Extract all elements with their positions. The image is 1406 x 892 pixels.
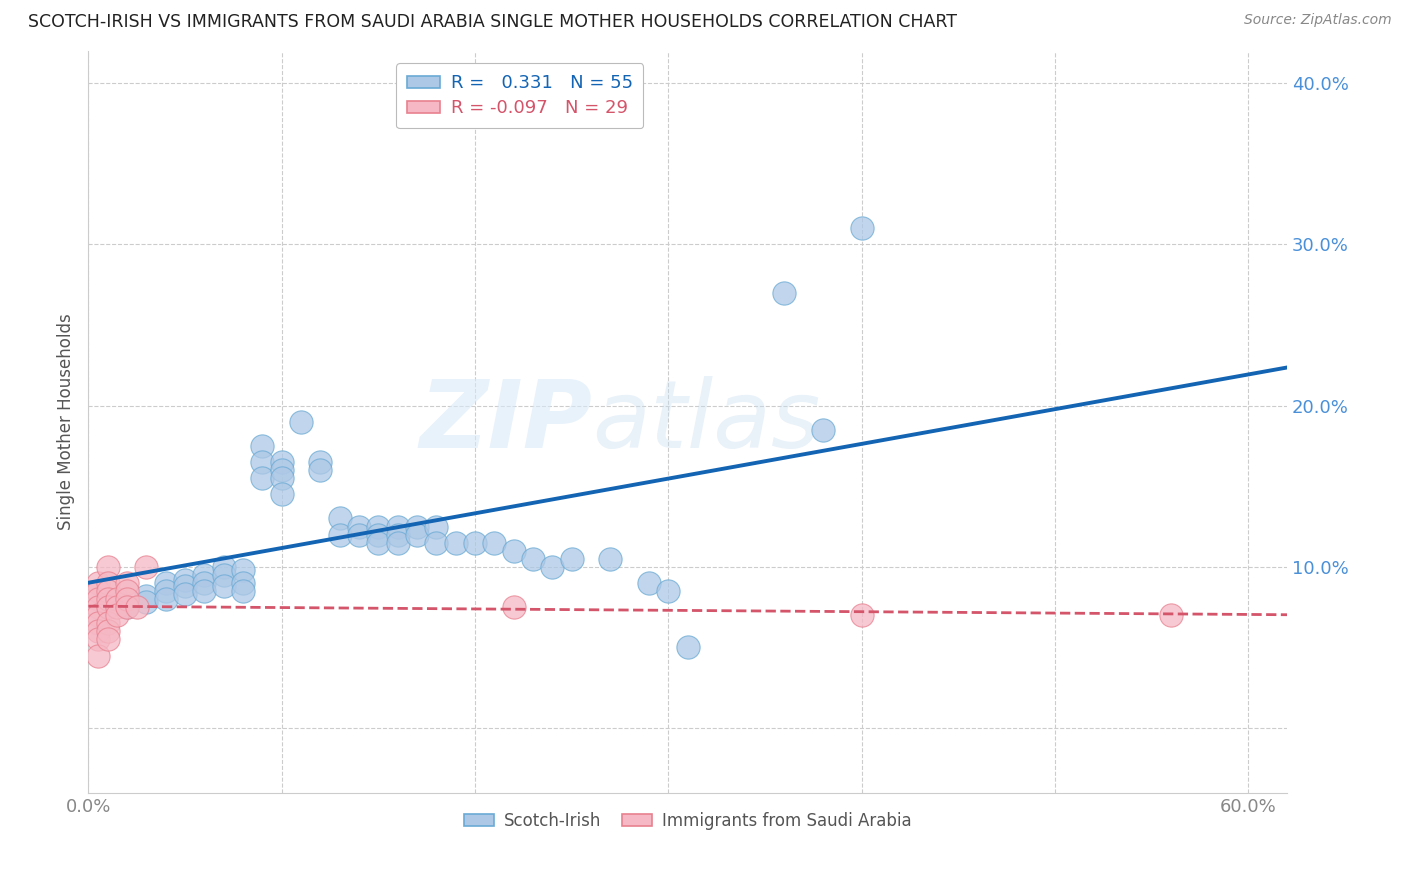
Point [125, 600, 148, 615]
Point [367, 535, 389, 549]
Point [212, 568, 235, 582]
Point [115, 600, 138, 615]
Point [232, 584, 254, 599]
Point [502, 600, 524, 615]
Point [502, 543, 524, 558]
Point [851, 221, 873, 235]
Point [115, 600, 138, 615]
Point [155, 592, 177, 607]
Point [97, 600, 120, 615]
Point [347, 519, 370, 533]
Point [97, 584, 120, 599]
Point [638, 576, 661, 591]
Point [87, 608, 110, 623]
Point [425, 535, 447, 549]
Point [87, 584, 110, 599]
Point [367, 527, 389, 541]
Point [387, 527, 409, 541]
Point [105, 600, 128, 615]
Point [232, 563, 254, 577]
Point [212, 559, 235, 574]
Point [232, 576, 254, 591]
Point [252, 439, 274, 453]
Point [309, 463, 332, 477]
Text: atlas: atlas [592, 376, 820, 467]
Point [425, 519, 447, 533]
Point [541, 559, 564, 574]
Point [387, 519, 409, 533]
Point [406, 527, 429, 541]
Point [105, 608, 128, 623]
Point [87, 616, 110, 631]
Point [851, 608, 873, 623]
Point [115, 592, 138, 607]
Point [270, 463, 292, 477]
Point [174, 587, 197, 601]
Point [522, 551, 544, 566]
Point [97, 624, 120, 639]
Point [135, 589, 157, 603]
Point [811, 423, 834, 437]
Point [347, 527, 370, 541]
Point [87, 576, 110, 591]
Point [97, 632, 120, 647]
Point [174, 573, 197, 587]
Point [87, 600, 110, 615]
Text: Source: ZipAtlas.com: Source: ZipAtlas.com [1244, 13, 1392, 28]
Point [97, 559, 120, 574]
Text: ZIP: ZIP [419, 376, 592, 467]
Point [87, 624, 110, 639]
Point [367, 519, 389, 533]
Point [105, 592, 128, 607]
Point [252, 471, 274, 485]
Point [155, 576, 177, 591]
Text: SCOTCH-IRISH VS IMMIGRANTS FROM SAUDI ARABIA SINGLE MOTHER HOUSEHOLDS CORRELATIO: SCOTCH-IRISH VS IMMIGRANTS FROM SAUDI AR… [28, 13, 957, 31]
Point [290, 415, 312, 429]
Point [87, 648, 110, 663]
Point [406, 519, 429, 533]
Legend: Scotch-Irish, Immigrants from Saudi Arabia: Scotch-Irish, Immigrants from Saudi Arab… [457, 805, 918, 837]
Point [270, 471, 292, 485]
Point [97, 576, 120, 591]
Point [270, 455, 292, 469]
Point [97, 616, 120, 631]
Point [193, 576, 215, 591]
Point [464, 535, 486, 549]
Point [87, 592, 110, 607]
Point [252, 455, 274, 469]
Point [599, 551, 621, 566]
Point [115, 584, 138, 599]
Point [387, 535, 409, 549]
Point [657, 584, 679, 599]
Y-axis label: Single Mother Households: Single Mother Households [58, 313, 75, 530]
Point [193, 584, 215, 599]
Point [561, 551, 583, 566]
Point [309, 455, 332, 469]
Point [97, 592, 120, 607]
Point [193, 568, 215, 582]
Point [676, 640, 699, 655]
Point [174, 579, 197, 593]
Point [155, 584, 177, 599]
Point [212, 579, 235, 593]
Point [115, 576, 138, 591]
Point [270, 487, 292, 501]
Point [484, 535, 506, 549]
Point [1160, 608, 1182, 623]
Point [135, 559, 157, 574]
Point [329, 527, 352, 541]
Point [135, 595, 157, 609]
Point [87, 632, 110, 647]
Point [444, 535, 467, 549]
Point [329, 511, 352, 525]
Point [773, 285, 796, 300]
